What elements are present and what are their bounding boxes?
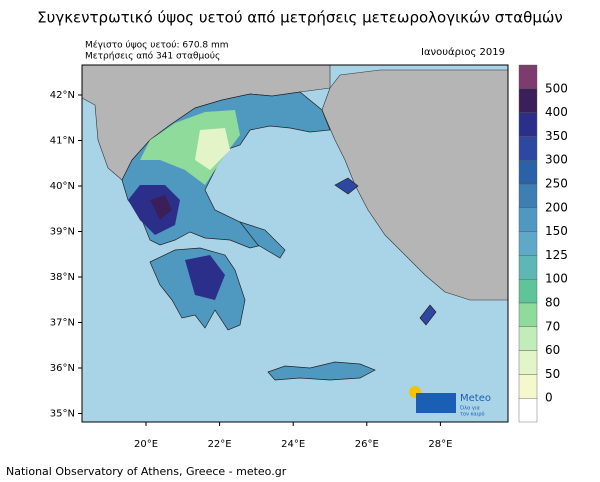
colorbar-box bbox=[518, 374, 538, 399]
footer: National Observatory of Athens, Greece -… bbox=[6, 465, 287, 478]
north-green bbox=[140, 110, 240, 185]
evia bbox=[239, 221, 286, 259]
colorbar-label: 250 bbox=[545, 177, 568, 191]
colorbar-label: 50 bbox=[545, 367, 560, 381]
map bbox=[81, 64, 509, 423]
colorbar-box bbox=[518, 350, 538, 375]
lat-tick-label: 41°N bbox=[50, 136, 75, 147]
colorbar-box bbox=[518, 302, 538, 327]
logo: Meteo Όλα για τον καιρό bbox=[409, 386, 491, 418]
colorbar-label: 70 bbox=[545, 319, 560, 333]
lesvos bbox=[334, 177, 359, 195]
lon-tick-label: 20°E bbox=[134, 439, 158, 450]
date: Ιανουάριος 2019 bbox=[421, 46, 505, 58]
info-stations: Μετρήσεις από 341 σταθμούς bbox=[85, 51, 220, 62]
colorbar-box bbox=[518, 255, 538, 280]
colorbar-label: 300 bbox=[545, 153, 568, 167]
map-frame bbox=[81, 64, 509, 423]
lat-tick-label: 39°N bbox=[50, 227, 75, 238]
logo-name: Meteo bbox=[460, 393, 491, 404]
colorbar-label: 125 bbox=[545, 248, 568, 262]
crete bbox=[267, 361, 376, 381]
west-heavy bbox=[128, 185, 180, 235]
logo-tagline: τον καιρό bbox=[460, 411, 485, 418]
info-max: Μέγιστο ύψος υετού: 670.8 mm bbox=[85, 40, 229, 51]
logo-tagline: Όλα για bbox=[459, 405, 481, 412]
colorbar-box bbox=[518, 207, 538, 232]
title: Συγκεντρωτικό ύψος υετού από μετρήσεις μ… bbox=[37, 9, 563, 27]
colorbar-label: 0 bbox=[545, 391, 553, 405]
lon-tick-label: 24°E bbox=[281, 439, 305, 450]
colorbar-label: 60 bbox=[545, 343, 560, 357]
colorbar-label: 100 bbox=[545, 272, 568, 286]
colorbar-box bbox=[518, 136, 538, 161]
colorbar-box bbox=[518, 183, 538, 208]
lat-tick-label: 35°N bbox=[50, 409, 75, 420]
colorbar-box bbox=[518, 231, 538, 256]
colorbar-box bbox=[518, 398, 538, 423]
lon-tick-label: 22°E bbox=[208, 439, 232, 450]
lon-tick-label: 28°E bbox=[428, 439, 452, 450]
lat-tick-label: 42°N bbox=[50, 90, 75, 101]
north-light bbox=[195, 128, 230, 170]
pelop-heavy bbox=[185, 255, 225, 300]
turkey-land bbox=[321, 69, 509, 301]
lat-tick-label: 40°N bbox=[50, 181, 75, 192]
logo-mark bbox=[416, 393, 456, 413]
colorbar-label: 400 bbox=[545, 105, 568, 119]
colorbar-box bbox=[518, 64, 538, 89]
colorbar-box bbox=[518, 159, 538, 185]
colorbar-label: 150 bbox=[545, 224, 568, 238]
colorbar-label: 200 bbox=[545, 200, 568, 214]
colorbar-box bbox=[518, 326, 538, 351]
lon-tick-label: 26°E bbox=[355, 439, 379, 450]
colorbar-label: 80 bbox=[545, 296, 560, 310]
lat-tick-label: 36°N bbox=[50, 363, 75, 374]
west-peak bbox=[150, 195, 172, 220]
colorbar-box bbox=[518, 112, 538, 137]
colorbar-box bbox=[518, 279, 538, 304]
lat-tick-label: 37°N bbox=[50, 318, 75, 329]
colorbar-label: 350 bbox=[545, 129, 568, 143]
lat-tick-label: 38°N bbox=[50, 272, 75, 283]
colorbar-label: 500 bbox=[545, 81, 568, 95]
colorbar-box bbox=[518, 88, 538, 113]
rhodes bbox=[419, 304, 437, 326]
